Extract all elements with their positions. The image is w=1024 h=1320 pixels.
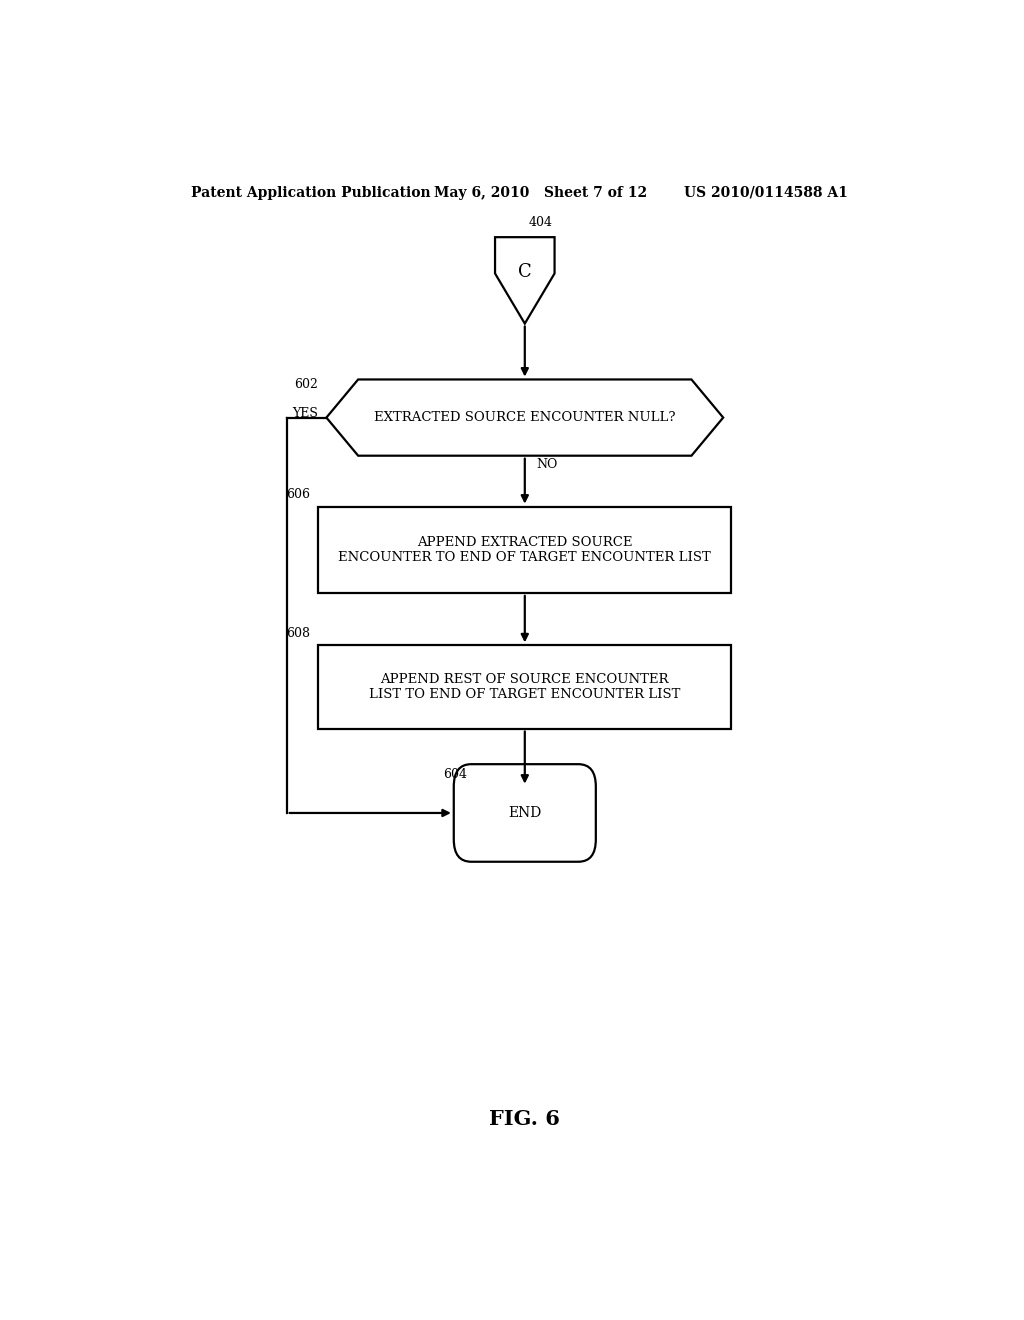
- Text: 602: 602: [295, 378, 318, 391]
- Text: END: END: [508, 807, 542, 820]
- Text: 404: 404: [528, 216, 553, 230]
- Text: May 6, 2010   Sheet 7 of 12: May 6, 2010 Sheet 7 of 12: [433, 186, 647, 199]
- Text: APPEND REST OF SOURCE ENCOUNTER
LIST TO END OF TARGET ENCOUNTER LIST: APPEND REST OF SOURCE ENCOUNTER LIST TO …: [369, 673, 681, 701]
- Text: US 2010/0114588 A1: US 2010/0114588 A1: [684, 186, 848, 199]
- Text: APPEND EXTRACTED SOURCE
ENCOUNTER TO END OF TARGET ENCOUNTER LIST: APPEND EXTRACTED SOURCE ENCOUNTER TO END…: [338, 536, 712, 564]
- Text: NO: NO: [537, 458, 558, 471]
- Text: EXTRACTED SOURCE ENCOUNTER NULL?: EXTRACTED SOURCE ENCOUNTER NULL?: [374, 411, 676, 424]
- Text: 608: 608: [287, 627, 310, 640]
- Text: 606: 606: [287, 488, 310, 502]
- Text: YES: YES: [293, 408, 318, 420]
- Text: C: C: [518, 263, 531, 281]
- Text: Patent Application Publication: Patent Application Publication: [191, 186, 431, 199]
- Text: FIG. 6: FIG. 6: [489, 1109, 560, 1129]
- Text: 604: 604: [443, 768, 467, 781]
